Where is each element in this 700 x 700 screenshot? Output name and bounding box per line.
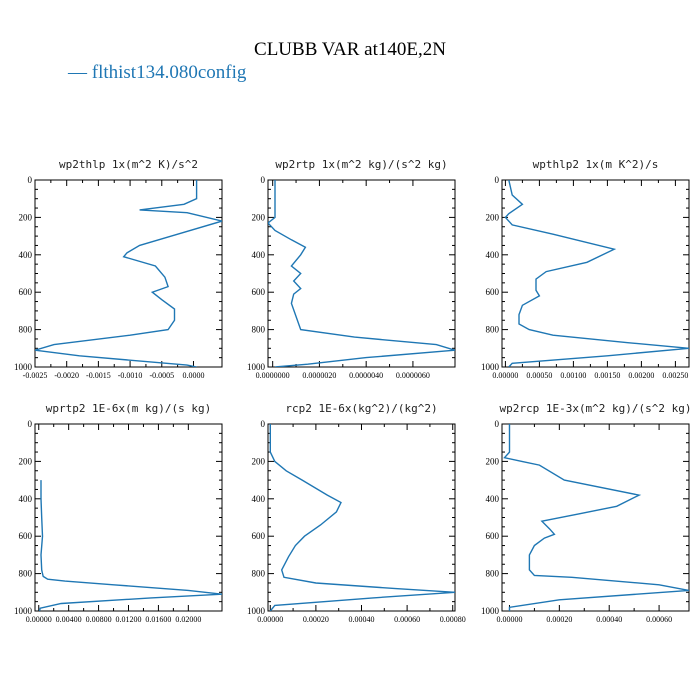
x-tick-label: 0.0000020 [302,371,336,380]
panel-wp2rcp: wp2rcp 1E-3x(m^2 kg)/(s^2 kg) 0 200 400 600 8… [481,402,692,624]
y-tick-label: 400 [252,494,266,504]
x-tick-label: 0.00150 [594,371,620,380]
panel-wp2thlp: wp2thlp 1x(m^2 K)/s^202004006008001000-0… [14,158,223,380]
y-tick-label: 0 [28,419,33,429]
y-tick-label: 200 [19,456,33,466]
panel-title: wp2rcp 1E-3x(m^2 kg)/(s^2 kg) [499,402,691,415]
y-tick-label: 800 [486,325,500,335]
y-tick-label: 0 [28,175,33,185]
series-line [35,180,222,367]
x-tick-label: 0.0000060 [396,371,430,380]
panel-wprtp2: wprtp2 1E-6x(m kg)/(s kg) 0 200 400 600 800 10… [14,402,223,624]
x-tick-label: -0.0005 [149,371,174,380]
y-tick-label: 200 [252,212,266,222]
x-tick-label: 0.01600 [145,615,171,624]
series-line [504,180,689,367]
series-line [269,424,455,611]
x-tick-label: 0.02000 [175,615,201,624]
y-tick-label: 400 [486,494,500,504]
y-tick-label: 400 [19,494,33,504]
x-tick-label: 0.00060 [646,615,672,624]
y-tick-label: 400 [19,250,33,260]
panel-title: wp2thlp 1x(m^2 K)/s^2 [59,158,198,171]
y-tick-label: 600 [486,287,500,297]
y-tick-label: 800 [19,325,33,335]
y-tick-label: 1000 [14,362,33,372]
y-tick-label: 600 [19,531,33,541]
panel-wp2rtp: wp2rtp 1x(m^2 kg)/(s^2 kg) 0 200 400 600 800 1… [247,158,456,380]
x-tick-label: 0.00000 [496,615,522,624]
panel-title: wp2rtp 1x(m^2 kg)/(s^2 kg) [275,158,447,171]
y-tick-label: 200 [486,212,500,222]
y-tick-label: 200 [252,456,266,466]
y-tick-label: 0 [495,175,500,185]
x-tick-label: 0.00020 [546,615,572,624]
y-tick-label: 400 [486,250,500,260]
x-tick-label: 0.00050 [526,371,552,380]
y-tick-label: 600 [19,287,33,297]
x-tick-label: -0.0020 [54,371,79,380]
x-tick-label: 0.00040 [349,615,375,624]
x-tick-label: -0.0015 [86,371,111,380]
x-tick-label: 0.00080 [440,615,466,624]
x-tick-label: 0.0000000 [256,371,290,380]
plot-frame [34,423,223,612]
y-tick-label: 400 [252,250,266,260]
x-tick-label: 0.00040 [596,615,622,624]
x-tick-label: 0.00400 [56,615,82,624]
y-tick-label: 1000 [14,606,33,616]
y-tick-label: 1000 [481,606,500,616]
x-tick-label: 0.00000 [492,371,518,380]
y-tick-label: 1000 [247,606,266,616]
x-tick-label: 0.00100 [560,371,586,380]
x-tick-label: 0.00250 [662,371,688,380]
x-tick-label: -0.0025 [23,371,48,380]
y-tick-label: 200 [19,212,33,222]
panel-title: rcp2 1E-6x(kg^2)/(kg^2) [285,402,437,415]
y-tick-label: 0 [261,419,266,429]
x-tick-label: 0.00800 [86,615,112,624]
x-tick-label: 0.0000040 [349,371,383,380]
y-tick-label: 600 [252,287,266,297]
x-tick-label: 0.0000 [182,371,204,380]
panel-wpthlp2: wpthlp2 1x(m K^2)/s020040060080010000.00… [481,158,690,380]
y-tick-label: 800 [252,325,266,335]
y-tick-label: 600 [252,531,266,541]
x-tick-label: 0.00000 [26,615,52,624]
y-tick-label: 800 [19,569,33,579]
x-tick-label: 0.00000 [257,615,283,624]
panel-rcp2: rcp2 1E-6x(kg^2)/(kg^2) 0 200 400 600 800 1000… [247,402,466,624]
y-tick-label: 1000 [247,362,266,372]
y-tick-label: 0 [495,419,500,429]
y-tick-label: 1000 [481,362,500,372]
plot-frame [34,179,223,368]
x-tick-label: -0.0010 [118,371,143,380]
plot-frame [501,423,690,612]
legend-entry: — flthist134.080config [67,62,247,83]
series-line [268,180,455,367]
y-tick-label: 0 [261,175,266,185]
x-tick-label: 0.01200 [116,615,142,624]
plot-frame [267,423,456,612]
y-tick-label: 800 [486,569,500,579]
x-tick-label: 0.00060 [394,615,420,624]
y-tick-label: 800 [252,569,266,579]
x-tick-label: 0.00020 [303,615,329,624]
x-tick-label: 0.00200 [628,371,654,380]
y-tick-label: 600 [486,531,500,541]
plot-frame [267,179,456,368]
y-tick-label: 200 [486,456,500,466]
panel-title: wpthlp2 1x(m K^2)/s [533,158,659,171]
figure-title: CLUBB VAR at140E,2N [254,39,446,60]
series-line [38,480,222,611]
series-line [503,424,689,611]
panel-title: wprtp2 1E-6x(m kg)/(s kg) [46,402,212,415]
